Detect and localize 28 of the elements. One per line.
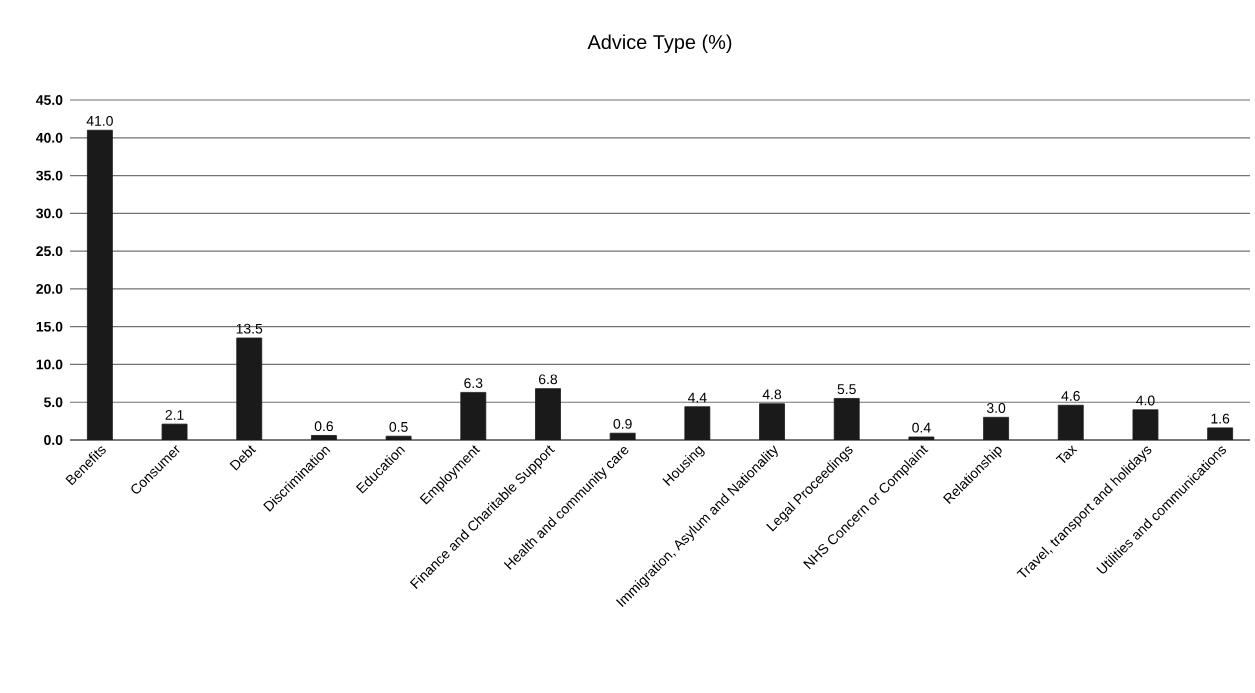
data-label: 4.4 — [687, 392, 707, 403]
data-label: 5.5 — [837, 384, 856, 395]
data-label: 4.0 — [1136, 395, 1155, 406]
y-tick-label: 0.0 — [44, 435, 63, 445]
y-tick-label: 10.0 — [36, 359, 63, 370]
data-label: 4.6 — [1061, 391, 1080, 401]
y-tick-label: 15.0 — [36, 321, 63, 332]
x-tick-label: Tax — [1055, 445, 1078, 463]
y-tick-label: 45.0 — [36, 95, 63, 105]
y-tick-label: 25.0 — [36, 246, 63, 257]
data-label: 1.6 — [1211, 413, 1230, 424]
y-tick-label: 40.0 — [36, 132, 63, 143]
data-label: 4.8 — [762, 389, 782, 400]
data-label: 0.6 — [314, 421, 333, 432]
data-label: 13.5 — [236, 323, 263, 334]
y-tick-label: 5.0 — [44, 397, 63, 408]
chart-title: Advice Type (%) — [587, 34, 732, 53]
data-label: 0.4 — [912, 422, 931, 433]
data-label: 0.9 — [613, 418, 632, 429]
data-label: 6.3 — [464, 378, 483, 389]
y-tick-label: 20.0 — [36, 283, 63, 294]
y-tick-label: 30.0 — [36, 208, 63, 219]
data-label: 3.0 — [986, 403, 1006, 413]
data-label: 0.5 — [389, 421, 408, 432]
data-label: 6.8 — [539, 374, 558, 385]
data-label: 41.0 — [86, 115, 113, 126]
data-label: 2.1 — [165, 410, 184, 420]
y-tick-label: 35.0 — [36, 170, 63, 181]
